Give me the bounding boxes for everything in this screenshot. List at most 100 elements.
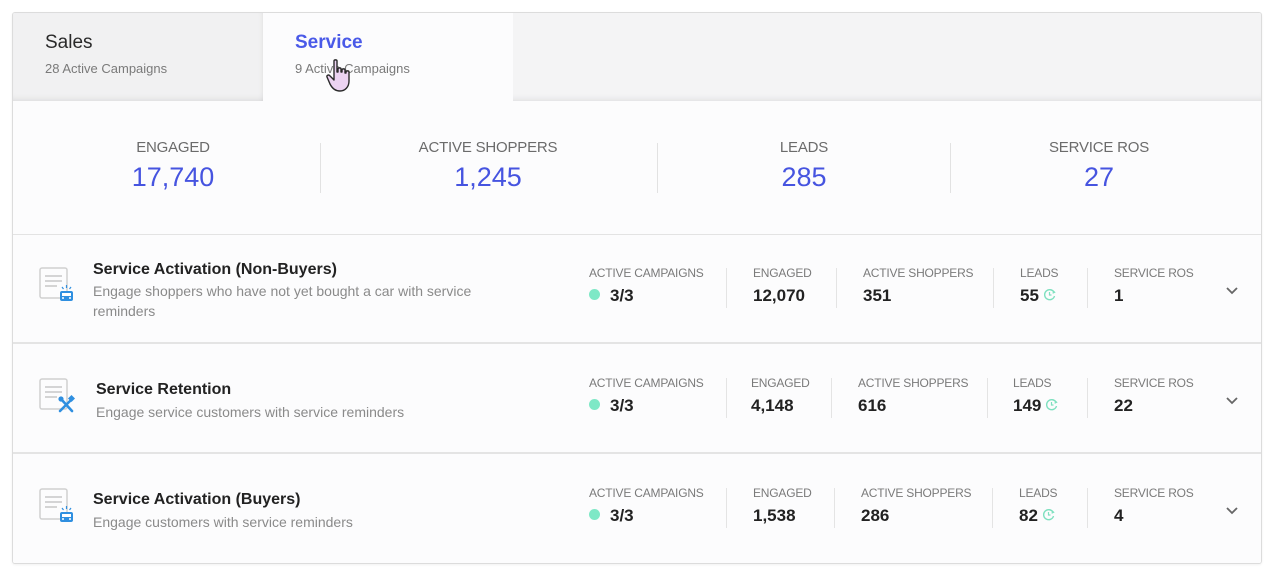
divider [657,143,658,193]
metric-label: LEADS [1013,376,1052,390]
pending-clock-icon [1046,399,1059,411]
summary-service-ros: SERVICE ROS 27 [999,139,1199,193]
metric-value: 22 [1114,396,1133,415]
pending-clock-icon [1043,289,1056,301]
metric-value: 351 [863,286,892,305]
document-car-icon [39,488,73,522]
metric-engaged: ENGAGED 12,070 [753,266,812,306]
metric-label: ACTIVE SHOPPERS [861,486,972,500]
divider [1087,268,1088,308]
divider [320,143,321,193]
divider [831,378,832,418]
metric-label: SERVICE ROS [1114,266,1194,280]
metric-leads: LEADS 55 [1020,266,1059,306]
summary-label: ENGAGED [136,139,210,156]
metric-value: 149 [1013,396,1042,415]
summary-label: SERVICE ROS [1048,139,1150,156]
metric-service-ros: SERVICE ROS 4 [1114,486,1194,526]
metric-leads: LEADS 82 [1019,486,1058,526]
chevron-down-icon[interactable] [1225,286,1239,296]
campaign-row[interactable]: Service Retention Engage service custome… [13,345,1261,454]
metric-service-ros: SERVICE ROS 1 [1114,266,1194,306]
metric-active-campaigns: ACTIVE CAMPAIGNS 3/3 [589,266,704,306]
active-status-dot [589,289,600,301]
metric-label: ACTIVE SHOPPERS [858,376,969,390]
metric-active-campaigns: ACTIVE CAMPAIGNS 3/3 [589,376,704,416]
metric-value: 12,070 [753,286,805,305]
metric-service-ros: SERVICE ROS 22 [1114,376,1194,416]
summary-value: 285 [781,162,827,192]
divider [950,143,951,193]
divider [726,378,727,418]
campaign-title: Service Retention [96,381,232,398]
metric-leads: LEADS 149 [1013,376,1059,416]
metric-active-shoppers: ACTIVE SHOPPERS 286 [861,486,972,526]
metric-label: SERVICE ROS [1114,486,1194,500]
metric-label: ACTIVE CAMPAIGNS [589,486,704,500]
metric-engaged: ENGAGED 4,148 [751,376,810,416]
tab-sales[interactable]: Sales 28 Active Campaigns [13,13,263,101]
campaign-row[interactable]: Service Activation (Non-Buyers) Engage s… [13,235,1261,344]
metric-engaged: ENGAGED 1,538 [753,486,812,526]
active-status-dot [589,509,600,521]
divider [726,268,727,308]
divider [1087,378,1088,418]
metric-value: 1 [1114,286,1124,305]
metric-label: LEADS [1020,266,1059,280]
divider [992,488,993,528]
metric-label: ACTIVE SHOPPERS [863,266,974,280]
hand-cursor-icon [326,59,350,92]
metric-label: ENGAGED [753,486,812,500]
tab-sales-subtitle: 28 Active Campaigns [45,61,168,76]
summary-label: LEADS [779,139,829,156]
metric-value: 4 [1114,506,1124,525]
pending-clock-icon [1042,509,1055,521]
summary-leads: LEADS 285 [704,139,904,193]
campaign-title: Service Activation (Buyers) [93,491,301,508]
metric-value: 4,148 [751,396,794,415]
metric-active-shoppers: ACTIVE SHOPPERS 616 [858,376,969,416]
divider [836,268,837,308]
metric-label: ACTIVE CAMPAIGNS [589,266,704,280]
tab-service[interactable]: Service 9 Active Campaigns [263,13,513,103]
divider [987,378,988,418]
metric-active-campaigns: ACTIVE CAMPAIGNS 3/3 [589,486,704,526]
metric-value: 3/3 [610,286,634,305]
campaign-title: Service Activation (Non-Buyers) [93,261,337,278]
document-car-icon [39,267,73,301]
metric-value: 55 [1020,286,1039,305]
summary-active-shoppers: ACTIVE SHOPPERS 1,245 [388,139,588,193]
campaign-description: Engage service customers with service re… [96,404,405,420]
chevron-down-icon[interactable] [1225,396,1239,406]
campaign-description: Engage shoppers who have not yet bought … [93,283,472,319]
campaign-description: Engage customers with service reminders [93,514,353,530]
divider [1087,488,1088,528]
tab-service-title: Service [295,32,363,53]
summary-stats: ENGAGED 17,740 ACTIVE SHOPPERS 1,245 LEA… [13,101,1261,235]
summary-label: ACTIVE SHOPPERS [418,139,558,156]
metric-active-shoppers: ACTIVE SHOPPERS 351 [863,266,974,306]
divider [726,488,727,528]
metric-label: ENGAGED [751,376,810,390]
summary-value: 17,740 [131,162,215,192]
metric-label: ENGAGED [753,266,812,280]
chevron-down-icon[interactable] [1225,506,1239,516]
metric-value: 82 [1019,506,1038,525]
document-tools-icon [39,378,75,413]
metric-value: 616 [858,396,887,415]
campaign-dashboard: Sales 28 Active Campaigns Service 9 Acti… [12,12,1262,564]
metric-label: LEADS [1019,486,1058,500]
divider [993,268,994,308]
divider [834,488,835,528]
campaign-row[interactable]: Service Activation (Buyers) Engage custo… [13,455,1261,563]
summary-value: 1,245 [454,162,522,192]
summary-value: 27 [1083,162,1115,192]
metric-label: SERVICE ROS [1114,376,1194,390]
tab-service-subtitle: 9 Active Campaigns [295,61,410,76]
metric-value: 3/3 [610,396,634,415]
metric-value: 3/3 [610,506,634,525]
tab-bar: Sales 28 Active Campaigns Service 9 Acti… [13,13,1261,103]
tab-sales-title: Sales [45,32,93,53]
metric-value: 1,538 [753,506,796,525]
active-status-dot [589,399,600,411]
